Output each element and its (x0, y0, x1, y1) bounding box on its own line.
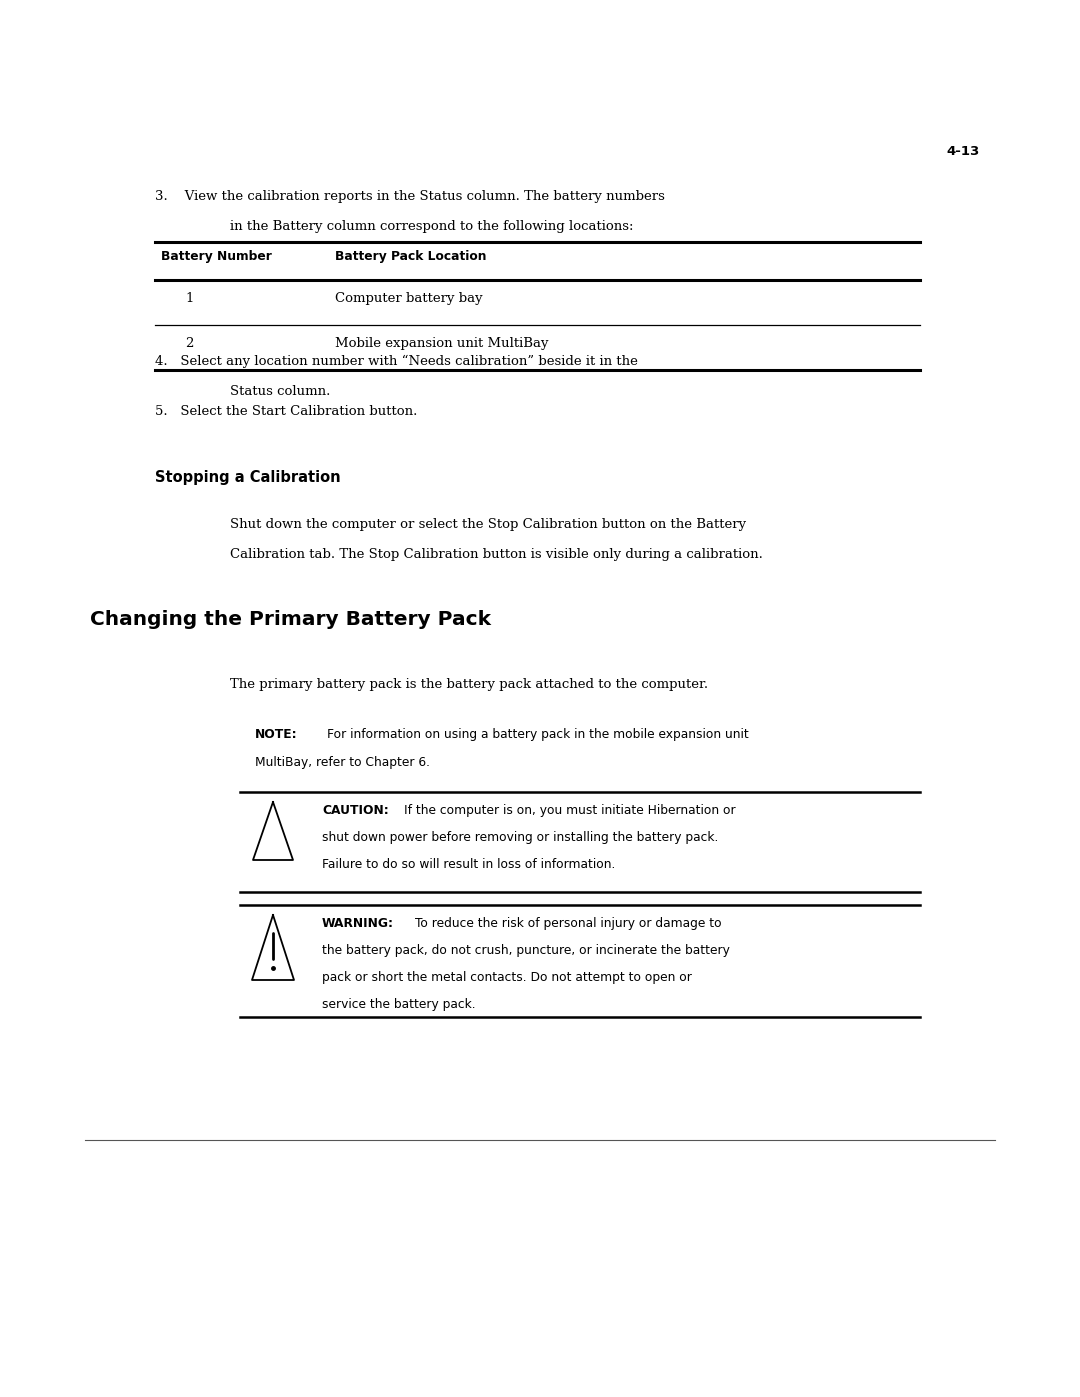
Text: service the battery pack.: service the battery pack. (322, 997, 475, 1011)
Text: Battery Number: Battery Number (161, 250, 272, 263)
Text: Status column.: Status column. (230, 386, 330, 398)
Text: the battery pack, do not crush, puncture, or incinerate the battery: the battery pack, do not crush, puncture… (322, 944, 730, 957)
Text: Computer battery bay: Computer battery bay (335, 292, 483, 305)
Text: Mobile expansion unit MultiBay: Mobile expansion unit MultiBay (335, 337, 549, 351)
Text: Calibration tab. The Stop Calibration button is visible only during a calibratio: Calibration tab. The Stop Calibration bu… (230, 548, 762, 562)
Text: 3.    View the calibration reports in the Status column. The battery numbers: 3. View the calibration reports in the S… (156, 190, 665, 203)
Text: 4-13: 4-13 (947, 145, 980, 158)
Text: Changing the Primary Battery Pack: Changing the Primary Battery Pack (90, 610, 491, 629)
Text: CAUTION:: CAUTION: (322, 805, 389, 817)
Text: 1: 1 (185, 292, 193, 305)
Text: MultiBay, refer to Chapter 6.: MultiBay, refer to Chapter 6. (255, 756, 430, 768)
Text: Shut down the computer or select the Stop Calibration button on the Battery: Shut down the computer or select the Sto… (230, 518, 746, 531)
Text: in the Battery column correspond to the following locations:: in the Battery column correspond to the … (230, 219, 634, 233)
Text: 5.   Select the Start Calibration button.: 5. Select the Start Calibration button. (156, 405, 417, 418)
Text: Battery Pack Location: Battery Pack Location (335, 250, 486, 263)
Text: The primary battery pack is the battery pack attached to the computer.: The primary battery pack is the battery … (230, 678, 708, 692)
Text: For information on using a battery pack in the mobile expansion unit: For information on using a battery pack … (327, 728, 748, 740)
Text: Stopping a Calibration: Stopping a Calibration (156, 469, 340, 485)
Text: To reduce the risk of personal injury or damage to: To reduce the risk of personal injury or… (415, 916, 721, 930)
Text: NOTE:: NOTE: (255, 728, 298, 740)
Text: pack or short the metal contacts. Do not attempt to open or: pack or short the metal contacts. Do not… (322, 971, 692, 983)
Text: WARNING:: WARNING: (322, 916, 394, 930)
Text: If the computer is on, you must initiate Hibernation or: If the computer is on, you must initiate… (404, 805, 735, 817)
Text: 4.   Select any location number with “Needs calibration” beside it in the: 4. Select any location number with “Need… (156, 355, 638, 369)
Text: 2: 2 (185, 337, 193, 351)
Text: Failure to do so will result in loss of information.: Failure to do so will result in loss of … (322, 858, 616, 870)
Text: shut down power before removing or installing the battery pack.: shut down power before removing or insta… (322, 831, 718, 844)
